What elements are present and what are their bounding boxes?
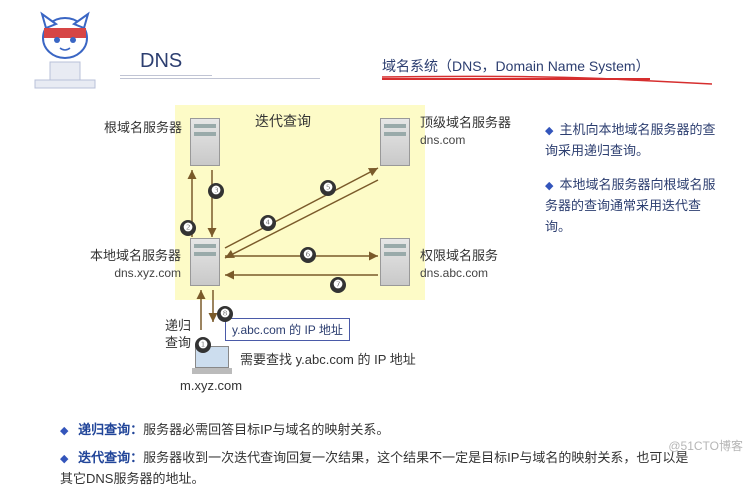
footer-iterative-lead: 迭代查询： [78, 450, 143, 465]
watermark: @51CTO博客 [668, 437, 743, 454]
side-bullet-1: 主机向本地域名服务器的查询采用递归查询。 [545, 120, 720, 162]
footer-recursive-text: 服务器必需回答目标IP与域名的映射关系。 [143, 422, 389, 437]
footer-recursive-lead: 递归查询： [78, 422, 143, 437]
step-badge-4: ❹ [260, 215, 276, 231]
step-badge-2: ❷ [180, 220, 196, 236]
step-badge-7: ❼ [330, 277, 346, 293]
step-badge-6: ❻ [300, 247, 316, 263]
step-badge-8: ❽ [217, 306, 233, 322]
footer-iterative-text: 服务器收到一次迭代查询回复一次结果，这个结果不一定是目标IP与域名的映射关系，也… [60, 450, 688, 486]
step-badge-3: ❸ [208, 183, 224, 199]
footer-recursive: 递归查询：服务器必需回答目标IP与域名的映射关系。 [60, 420, 700, 441]
side-bullet-2: 本地域名服务器向根域名服务器的查询通常采用迭代查询。 [545, 175, 720, 237]
step-badge-5: ❺ [320, 180, 336, 196]
footer-iterative: 迭代查询：服务器收到一次迭代查询回复一次结果，这个结果不一定是目标IP与域名的映… [60, 448, 700, 490]
step-badge-1: ❶ [195, 337, 211, 353]
